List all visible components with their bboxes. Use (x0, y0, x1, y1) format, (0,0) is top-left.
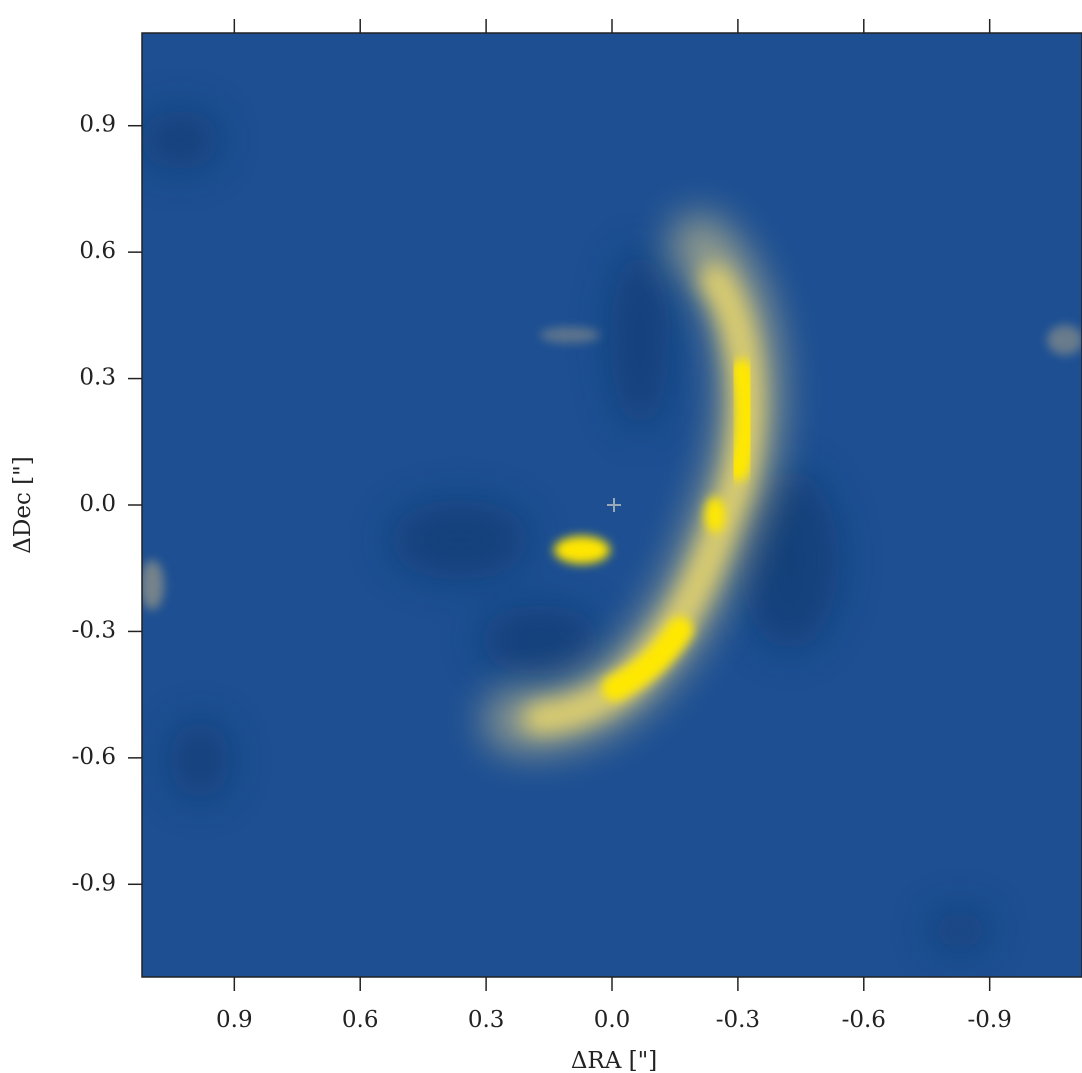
arc (142, 215, 1082, 752)
x-tick-label: 0.0 (594, 1007, 631, 1033)
x-tick-label: -0.3 (716, 1007, 760, 1033)
y-tick-label: 0.6 (79, 238, 116, 264)
x-tick-label: 0.3 (468, 1007, 505, 1033)
y-axis-label: ΔDec ["] (10, 456, 36, 553)
y-tick-label: -0.3 (72, 617, 116, 643)
y-tick-label: -0.6 (72, 744, 116, 770)
dark-regions (142, 110, 990, 950)
x-axis-label: ΔRA ["] (571, 1048, 657, 1073)
x-tick-label: 0.9 (216, 1007, 253, 1033)
y-tick-label: 0.0 (79, 491, 116, 517)
y-tick-label: -0.9 (72, 870, 116, 896)
image (142, 33, 1082, 977)
center-marker (607, 498, 621, 512)
x-tick-label: -0.9 (967, 1007, 1011, 1033)
x-tick-label: -0.6 (842, 1007, 886, 1033)
y-tick-label: 0.3 (79, 365, 116, 391)
y-tick-label: 0.9 (79, 112, 116, 138)
x-tick-label: 0.6 (342, 1007, 379, 1033)
